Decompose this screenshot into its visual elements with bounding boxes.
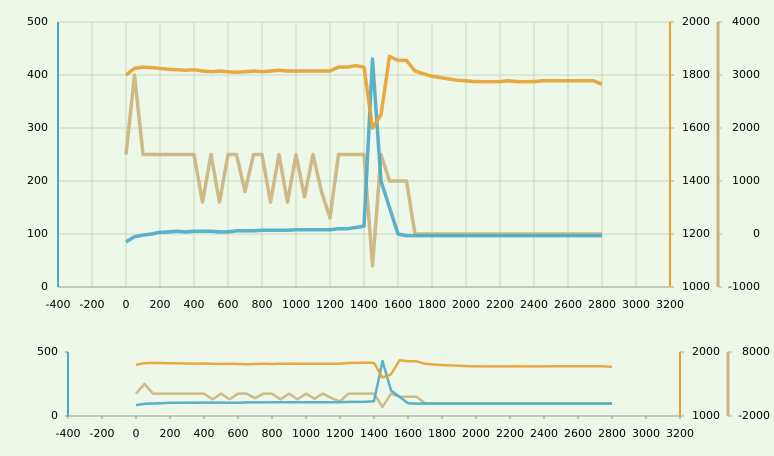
y2-tick-label: 1600: [682, 121, 710, 134]
y3-tick-label: -1000: [728, 280, 760, 293]
x-tick-label: 1200: [326, 427, 354, 440]
y2-tick-label: 2000: [682, 15, 710, 28]
x-tick-label: 2000: [452, 298, 480, 311]
series-line: [124, 54, 603, 130]
y2-tick-label: 1200: [682, 227, 710, 240]
series-line: [125, 57, 602, 244]
y-tick-label: 300: [27, 121, 48, 134]
y3-tick-label: 0: [753, 227, 760, 240]
x-tick-label: 600: [218, 298, 239, 311]
y2-tick-label: 1000: [692, 409, 720, 422]
x-tick-label: 2800: [598, 427, 626, 440]
y-tick-label: 200: [27, 174, 48, 187]
y3-tick-label: 3000: [732, 68, 760, 81]
y-tick-label: 0: [41, 280, 48, 293]
y3-tick-label: 4000: [732, 15, 760, 28]
x-tick-label: 1000: [282, 298, 310, 311]
y-tick-label: 400: [27, 68, 48, 81]
x-tick-label: 2000: [462, 427, 490, 440]
x-tick-label: 1000: [292, 427, 320, 440]
y-tick-label: 500: [37, 345, 58, 358]
x-tick-label: 800: [252, 298, 273, 311]
x-tick-label: 3200: [656, 298, 684, 311]
x-tick-label: -200: [90, 427, 115, 440]
x-tick-label: 1400: [350, 298, 378, 311]
x-tick-label: 1200: [316, 298, 344, 311]
x-tick-label: 0: [133, 427, 140, 440]
x-tick-label: 2400: [530, 427, 558, 440]
y2-tick-label: 2000: [692, 345, 720, 358]
y2-tick-label: 1800: [682, 68, 710, 81]
y2-tick-label: 1000: [682, 280, 710, 293]
x-tick-label: 800: [262, 427, 283, 440]
x-tick-label: 400: [194, 427, 215, 440]
x-tick-label: 2600: [554, 298, 582, 311]
y2-tick-label: 1400: [682, 174, 710, 187]
y3-tick-label: 2000: [732, 121, 760, 134]
x-tick-label: 3000: [632, 427, 660, 440]
y-tick-label: 0: [51, 409, 58, 422]
x-tick-label: 1400: [360, 427, 388, 440]
x-tick-label: 0: [123, 298, 130, 311]
x-tick-label: 200: [160, 427, 181, 440]
series-line: [135, 359, 613, 379]
x-tick-label: 600: [228, 427, 249, 440]
x-tick-label: -400: [46, 298, 71, 311]
y-tick-label: 100: [27, 227, 48, 240]
x-tick-label: -400: [56, 427, 81, 440]
x-tick-label: -200: [80, 298, 105, 311]
x-tick-label: 2200: [496, 427, 524, 440]
x-tick-label: 2400: [520, 298, 548, 311]
x-tick-label: 2600: [564, 427, 592, 440]
y3-tick-label: 8000: [742, 345, 770, 358]
x-tick-label: 1600: [384, 298, 412, 311]
x-tick-label: 2200: [486, 298, 514, 311]
x-tick-label: 2800: [588, 298, 616, 311]
y3-tick-label: 1000: [732, 174, 760, 187]
series-line: [135, 359, 612, 407]
x-tick-label: 400: [184, 298, 205, 311]
y3-tick-label: -2000: [738, 409, 770, 422]
x-tick-label: 1800: [418, 298, 446, 311]
x-tick-label: 3200: [666, 427, 694, 440]
x-tick-label: 200: [150, 298, 171, 311]
x-tick-label: 1600: [394, 427, 422, 440]
x-tick-label: 3000: [622, 298, 650, 311]
x-tick-label: 1800: [428, 427, 456, 440]
y-tick-label: 500: [27, 15, 48, 28]
